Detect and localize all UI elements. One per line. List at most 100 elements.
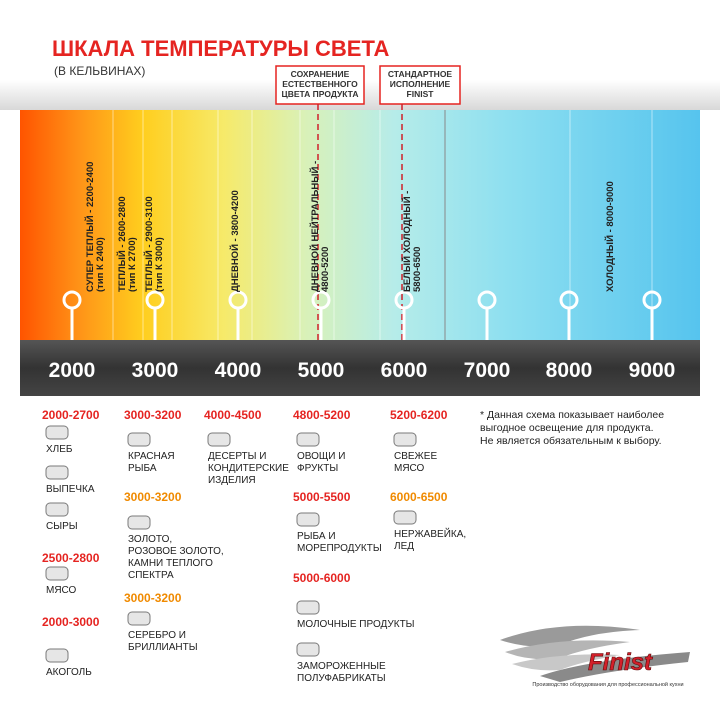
range-label: 3000-3200: [124, 591, 182, 605]
product-label: КОНДИТЕРСКИЕ: [208, 463, 289, 474]
callout-text: СТАНДАРТНОЕ: [388, 69, 453, 79]
product-label: СЫРЫ: [46, 521, 78, 532]
product-icon: [127, 611, 151, 626]
pin: [145, 290, 165, 310]
product-label: АКОГОЛЬ: [46, 667, 92, 678]
product-label: ВЫПЕЧКА: [46, 484, 95, 495]
band-label: (тип К 3000): [154, 237, 165, 292]
product-label: ДЕСЕРТЫ И: [208, 451, 266, 462]
band-label: ТЕПЛЫЙ - 2600-2800: [116, 196, 128, 292]
range-label: 3000-3200: [124, 490, 182, 504]
product-label: ПОЛУФАБРИКАТЫ: [297, 673, 386, 684]
range-label: 4000-4500: [204, 408, 262, 422]
callout-text: СОХРАНЕНИЕ: [291, 69, 350, 79]
callout-box: [275, 65, 365, 105]
range-label: 6000-6500: [390, 490, 448, 504]
band-label: БЕЛЫЙ ХОЛОДНЫЙ -: [401, 191, 413, 292]
callout-box: [379, 65, 461, 105]
band-dividers: [112, 110, 653, 340]
range-label: 5200-6200: [390, 408, 448, 422]
product-icon: [127, 515, 151, 530]
product-icon: [393, 432, 417, 447]
scale-label: 8000: [546, 359, 593, 382]
band-label: ДНЕВНОЙ - 3800-4200: [229, 190, 241, 292]
product-label: ЗОЛОТО,: [128, 534, 172, 545]
band-label: (тип К 2700): [127, 237, 138, 292]
callout-text: FINIST: [407, 89, 435, 99]
logo-name: Finist: [588, 649, 653, 676]
product-icon: [45, 566, 69, 581]
scale-label: 2000: [49, 359, 96, 382]
product-label: НЕРЖАВЕЙКА,: [394, 527, 466, 540]
product-label: ЛЕД: [394, 541, 414, 552]
callout-text: ИСПОЛНЕНИЕ: [390, 79, 451, 89]
product-label: РОЗОВОЕ ЗОЛОТО,: [128, 546, 224, 557]
scale-label: 9000: [629, 359, 676, 382]
range-label: 5000-5500: [293, 490, 351, 504]
product-icon: [45, 465, 69, 480]
range-label: 2500-2800: [42, 551, 100, 565]
scale-label: 5000: [298, 359, 345, 382]
product-label: ФРУКТЫ: [297, 463, 338, 474]
band-label: 4800-5200: [320, 247, 331, 292]
product-label: КАМНИ ТЕПЛОГО: [128, 558, 213, 569]
scale-bar: [20, 340, 700, 396]
product-label: МЯСО: [394, 463, 425, 474]
product-label: КРАСНАЯ: [128, 451, 175, 462]
pin: [311, 290, 331, 310]
band-label: 5800-6500: [412, 247, 423, 292]
product-icon: [45, 502, 69, 517]
scale-label: 6000: [381, 359, 428, 382]
product-icon: [296, 432, 320, 447]
product-label: МОРЕПРОДУКТЫ: [297, 543, 382, 554]
product-icon: [207, 432, 231, 447]
pin: [228, 290, 248, 310]
note-text: Не является обязательным к выбору.: [480, 435, 662, 447]
band-label: ДНЕВНОЙ НЕЙТРАЛЬНЫЙ -: [309, 161, 321, 292]
pin: [62, 290, 82, 310]
scale-label: 4000: [215, 359, 262, 382]
product-label: МЯСО: [46, 585, 77, 596]
product-label: БРИЛЛИАНТЫ: [128, 642, 198, 653]
band-label: СУПЕР ТЕПЛЫЙ - 2200-2400: [84, 162, 96, 292]
product-icon: [393, 510, 417, 525]
logo: [500, 625, 690, 682]
band-label: ХОЛОДНЫЙ - 8000-9000: [604, 181, 616, 292]
product-label: СВЕЖЕЕ: [394, 451, 437, 462]
title: ШКАЛА ТЕМПЕРАТУРЫ СВЕТА: [52, 36, 390, 61]
pin: [394, 290, 414, 310]
range-label: 3000-3200: [124, 408, 182, 422]
product-label: МОЛОЧНЫЕ ПРОДУКТЫ: [297, 619, 415, 630]
product-label: РЫБА: [128, 463, 157, 474]
callout-text: ЕСТЕСТВЕННОГО: [282, 79, 358, 89]
range-label: 5000-6000: [293, 571, 351, 585]
product-label: ЗАМОРОЖЕННЫЕ: [297, 661, 386, 672]
pin: [642, 290, 662, 310]
product-icon: [296, 600, 320, 615]
band-label: ТЕПЛЫЙ - 2900-3100: [143, 196, 155, 292]
product-label: РЫБА И: [297, 531, 336, 542]
product-icon: [127, 432, 151, 447]
range-label: 2000-2700: [42, 408, 100, 422]
product-label: СПЕКТРА: [128, 570, 174, 581]
scale-label: 3000: [132, 359, 179, 382]
product-icon: [45, 425, 69, 440]
product-icon: [296, 642, 320, 657]
pin: [559, 290, 579, 310]
band-label: (тип К 2400): [95, 237, 106, 292]
note-text: * Данная схема показывает наиболее: [480, 409, 664, 421]
product-icon: [296, 512, 320, 527]
logo-tagline: Производство оборудования для профессион…: [532, 681, 683, 688]
range-label: 2000-3000: [42, 615, 100, 629]
product-icon: [45, 648, 69, 663]
note-text: выгодное освещение для продукта.: [480, 422, 654, 434]
pin: [477, 290, 497, 310]
product-label: ХЛЕБ: [46, 444, 73, 455]
product-label: ОВОЩИ И: [297, 451, 345, 462]
spectrum: [20, 110, 700, 342]
product-label: СЕРЕБРО И: [128, 630, 186, 641]
range-label: 4800-5200: [293, 408, 351, 422]
scale-label: 7000: [464, 359, 511, 382]
callout-text: ЦВЕТА ПРОДУКТА: [282, 89, 359, 99]
